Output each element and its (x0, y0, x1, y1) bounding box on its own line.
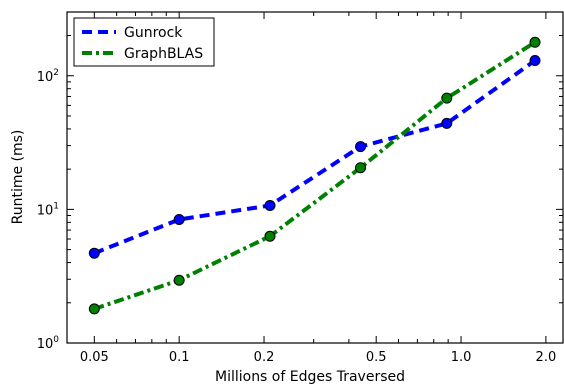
x-tick-label: 0.5 (366, 350, 387, 365)
legend-label-gunrock: Gunrock (124, 25, 183, 41)
data-point-graphblas (264, 230, 276, 242)
data-point-gunrock (441, 117, 453, 129)
plot-frame (66, 11, 564, 344)
axes: 0.05 0.1 0.2 0.5 1.0 2.0 100 101 102 (37, 11, 564, 365)
legend: Gunrock GraphBLAS (73, 17, 215, 67)
x-axis-label: Millions of Edges Traversed (215, 369, 405, 385)
data-point-graphblas (441, 92, 453, 104)
data-point-gunrock (173, 213, 185, 225)
data-point-graphblas (173, 274, 185, 286)
legend-label-graphblas: GraphBLAS (124, 46, 203, 62)
series-line-graphblas (93, 40, 537, 311)
y-tick-label: 101 (37, 201, 59, 218)
x-tick-label: 1.0 (451, 350, 472, 365)
series-layer (88, 36, 541, 315)
x-tick-label: 0.1 (169, 350, 190, 365)
x-tick-label: 2.0 (536, 350, 557, 365)
data-point-gunrock (264, 199, 276, 211)
data-point-gunrock (355, 141, 367, 153)
data-point-graphblas (355, 162, 367, 174)
series-line-gunrock (93, 58, 537, 256)
y-axis-label: Runtime (ms) (10, 130, 26, 225)
y-tick-label: 102 (37, 68, 59, 85)
data-point-graphblas (529, 36, 541, 48)
legend-box (73, 17, 215, 67)
x-tick-label: 0.05 (80, 350, 109, 365)
data-point-gunrock (88, 247, 100, 259)
y-tick-label: 100 (37, 335, 60, 352)
data-point-graphblas (88, 303, 100, 315)
data-point-gunrock (529, 55, 541, 67)
x-tick-label: 0.2 (254, 350, 275, 365)
